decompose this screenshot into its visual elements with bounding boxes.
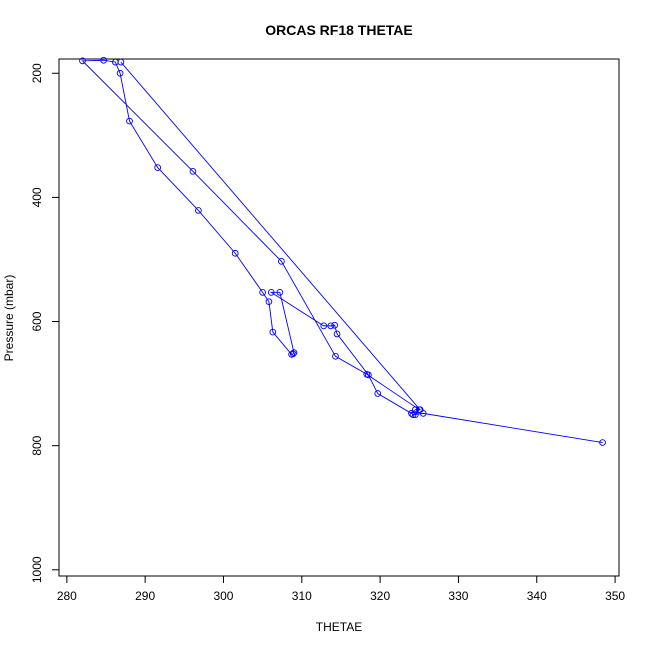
series-layer — [79, 56, 606, 446]
x-axis: 280 290 300 310 320 330 340 350 — [57, 575, 625, 603]
data-point — [320, 322, 328, 330]
x-tick-label: 290 — [135, 589, 155, 603]
data-point — [116, 69, 124, 77]
series-line — [81, 59, 603, 444]
data-point — [276, 289, 284, 296]
data-point — [599, 439, 606, 446]
data-point — [327, 322, 335, 330]
y-tick-label: 200 — [30, 63, 44, 83]
data-point — [278, 257, 285, 265]
data-point — [189, 167, 197, 175]
data-point — [269, 328, 277, 336]
x-tick-label: 330 — [448, 589, 468, 603]
data-point — [412, 406, 419, 414]
data-point — [79, 57, 86, 65]
y-axis: 200 400 600 800 1000 — [30, 63, 60, 583]
y-tick-label: 1000 — [30, 556, 44, 583]
data-point — [154, 164, 162, 171]
data-point — [267, 289, 275, 296]
data-point — [265, 298, 273, 306]
data-point — [331, 321, 339, 329]
y-tick-label: 400 — [30, 187, 44, 207]
data-point — [289, 350, 297, 358]
data-point — [374, 390, 382, 397]
data-point — [290, 349, 298, 356]
data-point — [332, 352, 339, 360]
data-point — [412, 411, 419, 418]
x-tick-label: 300 — [213, 589, 233, 603]
data-point — [259, 289, 266, 296]
x-tick-label: 350 — [605, 589, 625, 603]
data-point — [365, 371, 372, 379]
x-axis-label: THETAE — [316, 620, 362, 634]
data-point — [416, 406, 424, 414]
data-point — [231, 249, 239, 257]
data-point — [408, 410, 415, 417]
y-axis-label: Pressure (mbar) — [2, 275, 16, 362]
x-tick-label: 320 — [370, 589, 390, 603]
y-tick-label: 600 — [30, 311, 44, 331]
chart-title: ORCAS RF18 THETAE — [265, 22, 413, 38]
data-point — [126, 117, 133, 125]
x-tick-label: 280 — [57, 589, 77, 603]
data-point — [100, 56, 107, 64]
x-tick-label: 310 — [292, 589, 312, 603]
x-tick-label: 340 — [527, 589, 547, 603]
data-point — [117, 58, 125, 66]
data-point — [195, 207, 202, 214]
y-tick-label: 800 — [30, 435, 44, 455]
data-point — [333, 330, 341, 338]
